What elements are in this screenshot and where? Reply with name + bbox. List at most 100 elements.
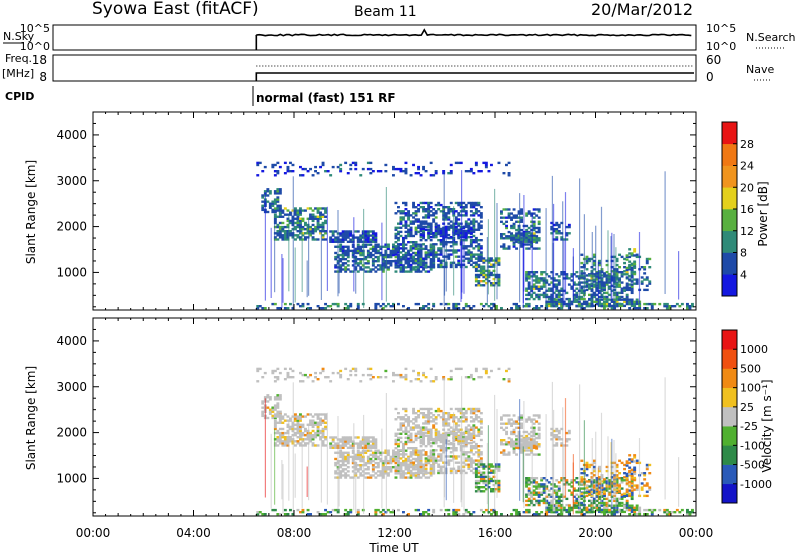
velocity-cell <box>588 492 591 495</box>
velocity-cell <box>276 378 280 381</box>
velocity-cell <box>625 493 629 496</box>
velocity-cell <box>397 453 400 456</box>
power-cell <box>545 289 549 292</box>
velocity-cell <box>535 447 539 450</box>
power-cell <box>479 170 483 173</box>
velocity-cell <box>427 412 431 415</box>
velocity-cell <box>550 508 554 512</box>
power-cell <box>276 198 280 201</box>
power-cell <box>479 259 483 262</box>
power-cell <box>283 207 287 210</box>
power-cell <box>542 281 546 284</box>
velocity-cell <box>276 406 280 409</box>
power-cell <box>432 258 436 261</box>
power-cell <box>555 238 559 241</box>
velocity-cell <box>344 451 348 454</box>
power-cell <box>324 307 328 310</box>
power-cell <box>527 212 531 215</box>
velocity-cell <box>299 380 302 383</box>
power-cell <box>532 208 536 211</box>
power-cell <box>598 276 601 279</box>
power-cell <box>381 258 385 261</box>
nsky-panel: N.Sky 10^5 10^0 10^5 10^0 N.Search <box>3 22 796 53</box>
velocity-cell <box>381 459 385 463</box>
velocity-cell <box>324 427 328 431</box>
power-cell <box>419 270 423 273</box>
power-cell <box>479 239 483 242</box>
velocity-cell <box>407 430 411 433</box>
power-cell <box>369 234 373 237</box>
power-cell <box>329 240 333 243</box>
velocity-cell <box>369 444 373 447</box>
power-cell <box>540 305 544 308</box>
power-cell <box>505 224 509 228</box>
velocity-cell <box>422 416 426 419</box>
velocity-cell <box>618 459 622 462</box>
power-cell <box>281 209 285 212</box>
power-cell <box>273 221 277 225</box>
power-cell <box>301 238 305 241</box>
velocity-cell <box>412 428 416 431</box>
power-cell <box>402 243 405 246</box>
velocity-cell <box>414 465 418 468</box>
velocity-cell <box>341 464 345 467</box>
velocity-cell <box>427 461 431 464</box>
velocity-cell <box>397 445 400 448</box>
velocity-cell <box>545 485 549 488</box>
power-cell <box>520 208 524 211</box>
velocity-cell <box>424 407 428 411</box>
velocity-cell <box>515 440 519 443</box>
power-cell <box>477 249 481 252</box>
velocity-cell <box>444 424 448 427</box>
velocity-cell <box>502 414 506 417</box>
velocity-cell <box>555 485 559 488</box>
power-cell <box>595 275 599 278</box>
power-cell <box>439 229 443 233</box>
velocity-cell <box>427 436 431 440</box>
power-cell <box>299 238 302 241</box>
power-streak <box>460 236 462 302</box>
velocity-cell <box>273 423 277 426</box>
power-cell <box>457 249 461 252</box>
velocity-cell <box>479 438 483 442</box>
power-cell <box>409 257 413 260</box>
velocity-cell <box>407 467 411 470</box>
power-cell <box>555 236 559 239</box>
velocity-cell <box>565 483 569 486</box>
velocity-cell <box>392 449 395 452</box>
power-cell <box>419 233 423 237</box>
velocity-cell <box>505 369 508 373</box>
power-cell <box>479 284 483 287</box>
velocity-cell <box>474 459 478 462</box>
velocity-cell <box>449 459 453 462</box>
velocity-cell <box>392 451 395 454</box>
velocity-cell <box>434 442 438 445</box>
power-cell <box>464 257 468 260</box>
power-cell <box>643 266 647 269</box>
power-cell <box>648 266 652 269</box>
velocity-cell <box>376 474 380 477</box>
velocity-cell <box>598 469 601 473</box>
power-streak <box>453 206 455 296</box>
velocity-cell <box>359 468 363 471</box>
nave-tick-top: 60 <box>706 53 721 67</box>
velocity-cell <box>387 468 390 471</box>
power-cell <box>429 206 433 209</box>
power-cell <box>309 167 313 171</box>
velocity-cell <box>593 501 596 505</box>
velocity-cell <box>341 451 345 454</box>
velocity-cell <box>575 497 579 501</box>
power-cell <box>537 216 541 219</box>
velocity-cell <box>422 472 426 475</box>
velocity-cell <box>429 466 433 469</box>
velocity-cell <box>366 461 370 465</box>
power-cell <box>625 272 629 276</box>
velocity-cell <box>603 494 606 498</box>
velocity-cell <box>545 501 549 505</box>
velocity-cell <box>299 429 302 433</box>
velocity-cell <box>490 469 493 472</box>
power-cell <box>404 172 408 175</box>
power-cell <box>409 270 413 273</box>
power-cell <box>565 275 569 278</box>
velocity-cell <box>394 469 398 473</box>
